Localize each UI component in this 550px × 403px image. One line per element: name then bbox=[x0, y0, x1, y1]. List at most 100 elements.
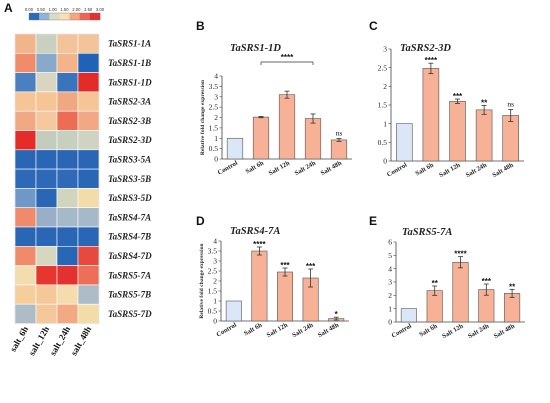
y-tick-label: 0 bbox=[213, 317, 217, 326]
gene-row-label: TaSRS2-3D bbox=[108, 135, 152, 145]
heatmap-cell bbox=[56, 72, 79, 93]
bar-chart-e: E TaSRS5-7A 0 1 2 3 4 5 6 Control ** Salt 6h **** Sal… bbox=[369, 214, 525, 340]
heatmap-frame bbox=[14, 33, 100, 324]
bar bbox=[226, 137, 244, 160]
y-tick-label: 0 bbox=[383, 157, 387, 166]
heatmap-cell bbox=[14, 168, 37, 189]
bar bbox=[400, 308, 417, 323]
heatmap-cell bbox=[77, 265, 100, 286]
legend-tick-label: 1.50 bbox=[60, 7, 69, 12]
heatmap-cell bbox=[56, 91, 79, 112]
gene-row-label: TaSRS3-5A bbox=[108, 154, 151, 164]
heatmap-cell bbox=[14, 226, 37, 247]
heatmap-cell bbox=[56, 284, 79, 305]
y-tick-label: 2.5 bbox=[209, 103, 219, 112]
heatmap-cell bbox=[56, 265, 79, 286]
y-tick-label: 4 bbox=[214, 72, 218, 81]
heatmap-cell bbox=[14, 91, 37, 112]
panel-letter: D bbox=[196, 214, 205, 228]
heatmap-panel: A 0.00 0.50 1.00 1.50 2.00 2.50 3.00 TaSRS1-1A… bbox=[4, 1, 152, 357]
chart-title: TaSRS2-3D bbox=[400, 43, 451, 54]
legend-swatch bbox=[79, 13, 91, 20]
gene-row-label: TaSRS4-7D bbox=[108, 251, 152, 261]
gene-row-label: TaSRS2-3B bbox=[108, 116, 151, 126]
heatmap-cell bbox=[14, 149, 37, 170]
x-category-label: Salt 6h bbox=[414, 162, 435, 178]
panel-letter-a: A bbox=[4, 1, 13, 15]
heatmap-cell bbox=[35, 226, 58, 247]
heatmap-cell bbox=[35, 52, 58, 73]
heatmap-cell bbox=[14, 246, 37, 266]
bar bbox=[252, 116, 270, 160]
heatmap-cell bbox=[35, 188, 58, 208]
y-tick-label: 5 bbox=[388, 251, 392, 260]
x-category-label: Salt 48h bbox=[317, 322, 341, 340]
heatmap-cell bbox=[35, 149, 58, 170]
heatmap-cell bbox=[77, 33, 100, 54]
significance-label: **** bbox=[253, 240, 266, 249]
x-category-label: Salt 48h bbox=[491, 162, 515, 180]
gene-row-label: TaSRS4-7B bbox=[108, 232, 151, 242]
bar bbox=[278, 94, 296, 160]
heatmap-cell bbox=[56, 207, 79, 228]
heatmap-cell bbox=[56, 168, 79, 189]
heatmap-cell bbox=[35, 207, 58, 228]
x-category-label: Control bbox=[215, 322, 238, 339]
y-axis-label: Relative fold change expression bbox=[200, 80, 206, 155]
y-tick-label: 4 bbox=[213, 237, 217, 246]
heatmap-cell bbox=[35, 284, 58, 305]
x-category-label: Salt 48h bbox=[493, 323, 517, 341]
bar bbox=[475, 109, 493, 162]
gene-row-label: TaSRS3-5B bbox=[108, 174, 151, 184]
y-tick-label: 2.5 bbox=[208, 267, 218, 276]
heatmap-cell bbox=[14, 284, 37, 305]
heatmap-cell bbox=[14, 207, 37, 228]
heatmap-cell bbox=[35, 246, 58, 266]
gene-row-label: TaSRS5-7D bbox=[108, 309, 152, 319]
heatmap-cell bbox=[77, 188, 100, 208]
heatmap-cell bbox=[14, 72, 37, 93]
heatmap-cell bbox=[77, 168, 100, 189]
significance-label: ** bbox=[432, 279, 439, 288]
y-tick-label: 0.5 bbox=[209, 144, 219, 153]
x-category-label: Salt 6h bbox=[418, 323, 439, 339]
panel-letter: C bbox=[369, 19, 378, 33]
bar-chart-b: B TaSRS1-1D 0 0.51 1.522.5 33.54 Relative fold… bbox=[196, 19, 352, 177]
y-tick-label: 1.5 bbox=[209, 123, 219, 132]
y-tick-label: 1.5 bbox=[378, 101, 388, 110]
heatmap-cell bbox=[56, 130, 79, 151]
significance-label: **** bbox=[425, 56, 438, 65]
heatmap-cell bbox=[56, 110, 79, 131]
x-category-label: Salt 24h bbox=[291, 322, 315, 340]
panel-letter: E bbox=[369, 214, 377, 228]
heatmap-cell bbox=[35, 265, 58, 286]
y-tick-label: 1 bbox=[213, 297, 217, 306]
legend-swatch bbox=[69, 13, 81, 20]
bar bbox=[449, 100, 466, 162]
heatmap-cell bbox=[56, 246, 79, 266]
significance-label: *** bbox=[453, 92, 463, 101]
x-category-label: Salt 12h bbox=[268, 160, 292, 178]
y-tick-label: 0.5 bbox=[208, 307, 218, 316]
legend-tick-label: 2.00 bbox=[72, 7, 81, 12]
heatmap-cell bbox=[35, 168, 58, 189]
x-category-label: Salt 12h bbox=[266, 322, 290, 340]
significance-label: ns bbox=[507, 99, 514, 108]
gene-row-label: TaSRS1-1A bbox=[108, 39, 151, 49]
heatmap-cell bbox=[14, 303, 37, 324]
heatmap-cell bbox=[77, 91, 100, 112]
gene-row-label: TaSRS3-5D bbox=[108, 193, 152, 203]
heatmap-cell bbox=[77, 52, 100, 73]
significance-label: * bbox=[335, 310, 339, 319]
x-category-label: Control bbox=[386, 162, 409, 179]
y-tick-label: 0.5 bbox=[378, 138, 388, 147]
x-category-label: Salt 24h bbox=[467, 323, 491, 341]
heatmap-cell bbox=[77, 110, 100, 131]
heatmap-cell bbox=[35, 110, 58, 131]
heatmap-cell bbox=[56, 52, 79, 73]
gene-row-label: TaSRS1-1D bbox=[108, 77, 152, 87]
bar bbox=[225, 300, 242, 322]
legend-swatch bbox=[89, 13, 101, 20]
heatmap-cell bbox=[77, 303, 100, 324]
